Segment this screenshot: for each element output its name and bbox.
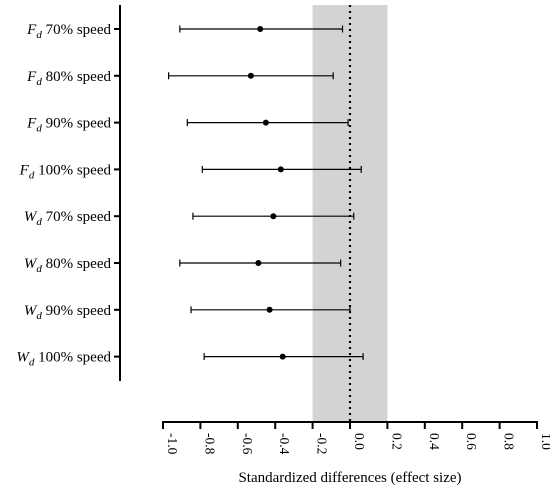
point-estimate <box>257 26 264 32</box>
x-tick-label: -0.8 <box>202 433 217 455</box>
row-label: Wd 70% speed <box>24 209 112 228</box>
point-estimate <box>247 72 254 79</box>
row-label-text: 80% speed <box>42 256 112 272</box>
row-label-subscript: d <box>29 357 35 369</box>
row-label-text: 100% speed <box>34 350 111 366</box>
row-label: Fd 80% speed <box>26 69 111 88</box>
row-3: Fd 90% speed <box>26 116 349 135</box>
x-tick-label: 0.8 <box>502 433 517 450</box>
point-estimate <box>270 213 277 220</box>
row-label: Fd 100% speed <box>19 162 112 181</box>
row-label-symbol: W <box>16 350 30 366</box>
row-label-text: 100% speed <box>34 162 111 178</box>
row-label-symbol: W <box>24 256 38 272</box>
x-tick-label: 0.6 <box>464 433 479 450</box>
row-6: Wd 80% speed <box>24 256 342 275</box>
point-estimate <box>262 119 269 126</box>
row-label-subscript: d <box>36 263 42 275</box>
row-label-text: 80% speed <box>42 69 112 85</box>
row-label-subscript: d <box>29 169 35 181</box>
x-ticks-layer: -1.0 -0.8 -0.6 -0.4 -0.2 0.0 0.2 0.4 0.6 0.8 1.0 <box>162 422 550 455</box>
row-label: Wd 90% speed <box>24 303 112 322</box>
x-tick-label: 0.0 <box>352 433 367 450</box>
x-tick-label: 0.2 <box>389 433 404 450</box>
x-tick-label: -0.2 <box>315 433 330 454</box>
row-label-symbol: W <box>24 209 38 225</box>
trivial-effect-band <box>312 5 388 422</box>
row-label-subscript: d <box>36 76 42 88</box>
x-axis-title: Standardized differences (effect size) <box>238 470 461 486</box>
x-tick-label: -0.6 <box>240 433 255 455</box>
row-label: Wd 100% speed <box>16 350 111 369</box>
row-label-symbol: F <box>19 162 30 178</box>
row-2: Fd 80% speed <box>26 69 334 88</box>
x-tick-label: -0.4 <box>277 433 292 455</box>
row-label: Fd 90% speed <box>26 116 111 135</box>
row-label-symbol: F <box>26 69 37 85</box>
row-label: Wd 80% speed <box>24 256 112 275</box>
row-label-symbol: F <box>26 22 37 38</box>
row-label-symbol: F <box>26 116 37 132</box>
row-label-subscript: d <box>36 123 42 135</box>
point-estimate <box>277 166 284 173</box>
row-label-text: 90% speed <box>42 116 112 132</box>
row-4: Fd 100% speed <box>19 162 362 181</box>
row-7: Wd 90% speed <box>24 303 351 322</box>
row-label-text: 90% speed <box>42 303 112 319</box>
point-estimate <box>255 260 262 266</box>
row-label-symbol: W <box>24 303 38 319</box>
x-tick-label: -1.0 <box>165 433 180 455</box>
row-label-text: 70% speed <box>42 22 112 38</box>
x-tick-label: 0.4 <box>427 433 442 450</box>
row-8: Wd 100% speed <box>16 350 364 369</box>
row-label-subscript: d <box>36 310 42 322</box>
x-tick-label: 1.0 <box>539 433 550 450</box>
row-1: Fd 70% speed <box>26 22 344 41</box>
point-estimate <box>266 306 273 313</box>
row-label: Fd 70% speed <box>26 22 111 41</box>
row-5: Wd 70% speed <box>24 209 355 228</box>
point-estimate <box>279 353 286 360</box>
row-label-text: 70% speed <box>42 209 112 225</box>
row-label-subscript: d <box>36 216 42 228</box>
row-label-subscript: d <box>36 29 42 41</box>
